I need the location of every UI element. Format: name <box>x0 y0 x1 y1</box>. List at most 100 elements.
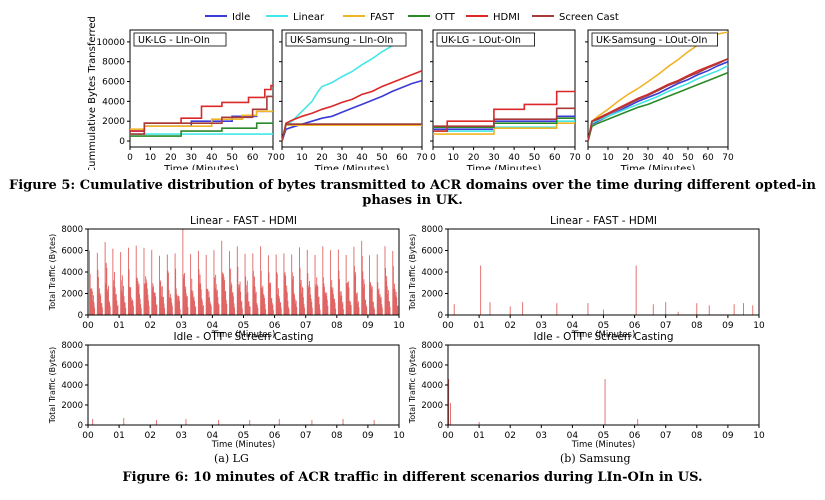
fig6-ytick-label: 0 <box>78 421 83 431</box>
fig6-xtick-label: 03 <box>536 321 547 331</box>
fig6-xtick-label: 10 <box>393 321 405 331</box>
fig5-series-hdmi <box>130 84 273 132</box>
fig6-xtick-label: 10 <box>753 431 765 441</box>
fig6-xtick-label: 08 <box>691 431 703 441</box>
fig5-panel-title-box <box>133 32 227 47</box>
fig6-ytick-label: 4000 <box>421 381 443 391</box>
fig6-panel-1: Linear - FAST - HDMI Total Traffic (Bytes… <box>48 215 405 340</box>
subfigure-a-label: (a) LG <box>214 452 249 465</box>
fig6-ylabel: Total Traffic (Bytes) <box>48 347 57 425</box>
fig6-ytick-label: 2000 <box>421 290 443 300</box>
fig6-xtick-label: 06 <box>269 321 281 331</box>
fig6-panel-frame <box>447 228 760 316</box>
fig5-xlabel: Time (Minutes) <box>466 164 542 170</box>
fig6-ytick-label: 2000 <box>61 290 83 300</box>
fig6-xtick-label: 00 <box>82 431 94 441</box>
fig5-xtick-label: 30 <box>336 153 348 163</box>
fig5-xtick-label: 40 <box>508 153 520 163</box>
fig5-series-linear <box>433 120 575 132</box>
fig6-xtick-label: 05 <box>598 431 609 441</box>
fig6-ytick-label: 8000 <box>421 341 443 351</box>
fig5-xtick-label: 60 <box>549 153 561 163</box>
fig6-xtick-label: 04 <box>567 431 579 441</box>
fig6-panel-4: Idle - OTT - Screen Casting Total Traffic… <box>408 331 765 448</box>
fig5-series-screen-cast <box>433 107 575 127</box>
fig6-xtick-label: 05 <box>238 431 249 441</box>
fig6-xtick-label: 07 <box>660 321 671 331</box>
fig5-series-screen-cast <box>281 123 422 142</box>
fig6-xtick-label: 00 <box>442 321 454 331</box>
fig6-xtick-label: 05 <box>238 321 249 331</box>
fig6-ytick-label: 8000 <box>421 225 443 235</box>
fig5-xtick-label: 20 <box>316 153 328 163</box>
fig6-panel-frame <box>447 344 760 426</box>
fig5-xlabel: Time (Minutes) <box>314 164 390 170</box>
legend-label-screen-cast: Screen Cast <box>559 12 619 23</box>
fig5-ytick-label: 4000 <box>102 97 125 107</box>
fig5-ytick-label: 2000 <box>102 117 125 127</box>
fig6-panel-title: Idle - OTT - Screen Casting <box>173 331 313 343</box>
fig6-ytick-label: 2000 <box>61 401 83 411</box>
fig5-xtick-label: 50 <box>376 153 388 163</box>
fig6-xtick-label: 01 <box>113 431 124 441</box>
figure-6-chart: Linear - FAST - HDMI Total Traffic (Bytes… <box>48 215 765 448</box>
fig5-xtick-label: 10 <box>296 153 308 163</box>
fig5-series-linear <box>587 64 729 142</box>
fig5-series-screen-cast <box>587 58 729 142</box>
fig5-xtick-label: 0 <box>279 153 285 163</box>
fig5-xtick-label: 20 <box>165 153 177 163</box>
fig5-panel-frame <box>281 29 423 148</box>
fig5-ytick-label: 10000 <box>96 38 125 48</box>
fig6-panel-title: Linear - FAST - HDMI <box>190 215 297 227</box>
fig5-panel-title: UK-LG - LIn-OIn <box>138 35 210 46</box>
fig5-xtick-label: 60 <box>247 153 259 163</box>
fig6-ytick-label: 6000 <box>61 361 83 371</box>
fig5-xtick-label: 10 <box>145 153 157 163</box>
fig5-xtick-label: 30 <box>488 153 500 163</box>
legend-label-idle: Idle <box>232 12 250 23</box>
fig6-ytick-label: 8000 <box>61 225 83 235</box>
fig6-xtick-label: 09 <box>362 321 374 331</box>
fig6-panel-frame <box>87 344 400 426</box>
fig5-series-idle <box>433 115 575 130</box>
fig6-xtick-label: 06 <box>269 431 281 441</box>
figure-5-chart: Idle Linear FAST OTT HDMI Screen Cast Cummula… <box>87 12 734 170</box>
fig5-panel-1: 0 10 20 30 40 50 60 70 0 2000 4000 6000 8000 10000 Tim… <box>96 29 279 170</box>
fig6-ytick-label: 4000 <box>61 268 83 278</box>
fig6-xtick-label: 06 <box>629 321 641 331</box>
fig5-xlabel: Time (Minutes) <box>163 164 239 170</box>
fig5-xtick-label: 0 <box>430 153 436 163</box>
fig6-xtick-label: 05 <box>598 321 609 331</box>
fig6-panel-2: Linear - FAST - HDMI Total Traffic (Bytes… <box>408 215 765 340</box>
fig5-series-screen-cast <box>130 95 273 135</box>
fig5-ytick-label: 0 <box>119 137 125 147</box>
fig6-xlabel: Time (Minutes) <box>571 330 636 340</box>
fig5-series-linear <box>281 34 403 142</box>
fig5-panel-frame <box>432 29 576 148</box>
fig6-xlabel: Time (Minutes) <box>571 440 636 448</box>
fig5-ytick-label: 6000 <box>102 78 125 88</box>
fig5-xtick-label: 50 <box>529 153 541 163</box>
fig6-xtick-label: 02 <box>504 321 515 331</box>
fig5-ytick-label: 8000 <box>102 58 125 68</box>
fig6-panel-title: Idle - OTT - Screen Casting <box>533 331 673 343</box>
fig5-xtick-label: 50 <box>226 153 238 163</box>
fig5-xtick-label: 70 <box>267 153 279 163</box>
fig6-xtick-label: 02 <box>504 431 515 441</box>
fig6-xtick-label: 04 <box>207 431 219 441</box>
fig6-xtick-label: 03 <box>536 431 547 441</box>
fig6-xtick-label: 10 <box>753 321 765 331</box>
fig5-panel-frame <box>129 29 274 148</box>
fig5-series-ott <box>130 122 273 137</box>
fig5-series-hdmi <box>281 69 423 142</box>
legend-label-ott: OTT <box>435 12 456 23</box>
fig5-series-ott <box>587 71 729 142</box>
figure-6-caption: Figure 6: 10 minutes of ACR traffic in d… <box>122 470 703 485</box>
fig5-xtick-label: 0 <box>585 153 591 163</box>
fig6-xtick-label: 04 <box>567 321 579 331</box>
fig5-xtick-label: 10 <box>448 153 460 163</box>
figure-5-ylabel: Cummulative Bytes Transferred <box>87 16 98 170</box>
fig5-xtick-label: 50 <box>682 153 694 163</box>
fig5-xtick-label: 40 <box>662 153 674 163</box>
fig5-xtick-label: 30 <box>642 153 654 163</box>
